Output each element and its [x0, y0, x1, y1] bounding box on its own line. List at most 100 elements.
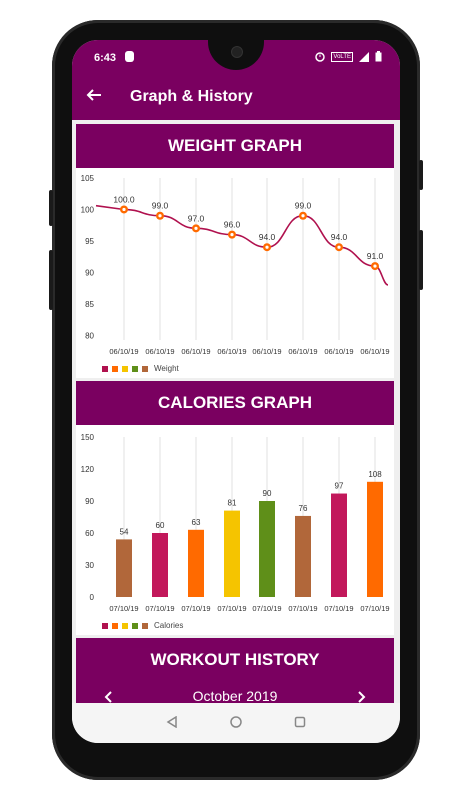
calories-card: CALORIES GRAPH 0 30 60 90 120 150 54 60 63 81 90 76…: [76, 381, 394, 635]
calories-data-label: 97: [335, 482, 344, 491]
next-month-button[interactable]: [358, 690, 366, 703]
calories-bar: [224, 510, 240, 597]
weight-data-label: 96.0: [224, 220, 241, 230]
back-button[interactable]: [86, 83, 102, 108]
scroll-content[interactable]: WEIGHT GRAPH 80 85 90 95 100 105 100.0 99.0 97.0…: [72, 120, 400, 703]
calories-data-label: 54: [120, 527, 129, 536]
weight-data-point-center: [122, 207, 126, 212]
calories-data-label: 63: [192, 518, 201, 527]
weight-series-line: [95, 204, 389, 286]
calories-legend: Calories: [102, 621, 183, 630]
battery-icon: [375, 51, 382, 62]
month-selector: October 2019: [76, 688, 394, 703]
nav-home-button[interactable]: [230, 715, 242, 731]
legend-swatch: [102, 365, 108, 372]
x-tick-label: 06/10/19: [217, 347, 246, 356]
calories-bar: [367, 481, 383, 597]
y-tick-label: 105: [81, 174, 95, 183]
legend-swatch: [112, 365, 118, 372]
calories-bar: [331, 493, 347, 597]
x-tick-label: 07/10/19: [252, 604, 281, 613]
nav-back-button[interactable]: [166, 715, 178, 731]
y-tick-label: 100: [81, 205, 95, 214]
weight-data-point-center: [337, 245, 341, 249]
legend-swatch: [122, 365, 128, 372]
x-tick-label: 07/10/19: [324, 604, 353, 613]
legend-swatch: [112, 622, 118, 629]
power-button: [419, 230, 423, 290]
alert-slider: [419, 160, 423, 190]
chevron-right-icon: [358, 691, 366, 703]
x-tick-label: 06/10/19: [360, 347, 389, 356]
volume-down-button: [49, 250, 53, 310]
weight-graph-title: WEIGHT GRAPH: [76, 124, 394, 168]
weight-card: WEIGHT GRAPH 80 85 90 95 100 105 100.0 99.0 97.0…: [76, 124, 394, 378]
weight-data-point-center: [265, 245, 269, 249]
x-tick-label: 06/10/19: [288, 347, 317, 356]
legend-swatch: [132, 622, 138, 629]
calories-bar: [152, 533, 168, 597]
month-label: October 2019: [192, 688, 278, 703]
weight-data-point-center: [301, 214, 305, 218]
circle-home-icon: [230, 716, 242, 728]
legend-swatch: [142, 622, 148, 629]
system-nav-bar: [72, 703, 400, 743]
calories-bar: [259, 501, 275, 597]
workout-history-card: WORKOUT HISTORY October 2019: [76, 638, 394, 703]
weight-data-label: 91.0: [367, 251, 384, 261]
x-tick-label: 06/10/19: [252, 347, 281, 356]
square-recents-icon: [294, 716, 306, 728]
volume-up-button: [49, 190, 53, 226]
calories-bar: [295, 515, 311, 597]
front-camera: [231, 46, 243, 58]
legend-swatch: [142, 365, 148, 372]
alarm-icon: [315, 51, 326, 62]
weight-data-point-center: [230, 233, 234, 237]
x-tick-label: 06/10/19: [145, 347, 174, 356]
legend-swatch: [102, 622, 108, 629]
y-tick-label: 0: [90, 593, 95, 602]
nav-recents-button[interactable]: [294, 715, 306, 731]
y-tick-label: 85: [85, 300, 94, 309]
x-tick-label: 07/10/19: [288, 604, 317, 613]
weight-data-label: 97.0: [188, 213, 205, 223]
legend-swatch: [122, 622, 128, 629]
weight-data-label: 94.0: [259, 232, 276, 242]
weight-legend-label: Weight: [154, 364, 179, 373]
signal-icon: [359, 51, 369, 62]
y-tick-label: 95: [85, 237, 94, 246]
app-bar: Graph & History: [72, 74, 400, 120]
triangle-back-icon: [166, 715, 177, 729]
page-title: Graph & History: [130, 88, 253, 105]
calories-data-label: 60: [156, 521, 165, 530]
calories-graph-title: CALORIES GRAPH: [76, 381, 394, 425]
weight-data-point-center: [373, 264, 377, 268]
arrow-left-icon: [86, 89, 101, 101]
weight-chart: 80 85 90 95 100 105 100.0 99.0 97.0 96.0 94.0 99.0 9…: [81, 174, 390, 356]
calories-data-label: 81: [228, 499, 237, 508]
y-tick-label: 30: [85, 561, 94, 570]
prev-month-button[interactable]: [104, 690, 112, 703]
x-tick-label: 07/10/19: [181, 604, 210, 613]
calories-data-label: 76: [299, 504, 308, 513]
x-tick-label: 07/10/19: [109, 604, 138, 613]
workout-history-title: WORKOUT HISTORY: [76, 638, 394, 682]
y-tick-label: 80: [85, 331, 94, 340]
x-tick-label: 07/10/19: [145, 604, 174, 613]
weight-data-label: 99.0: [152, 201, 169, 211]
y-tick-label: 90: [85, 268, 94, 277]
x-tick-label: 07/10/19: [360, 604, 389, 613]
x-tick-label: 06/10/19: [181, 347, 210, 356]
calories-data-label: 90: [263, 489, 272, 498]
weight-data-label: 94.0: [331, 232, 348, 242]
weight-data-point-center: [194, 226, 198, 230]
chevron-left-icon: [104, 691, 112, 703]
y-tick-label: 150: [81, 433, 95, 442]
calories-legend-label: Calories: [154, 621, 184, 630]
notification-icon: [125, 51, 134, 62]
weight-legend: Weight: [102, 364, 179, 373]
weight-data-label: 100.0: [113, 194, 135, 204]
x-tick-label: 06/10/19: [109, 347, 138, 356]
x-tick-label: 07/10/19: [217, 604, 246, 613]
screen: 6:43 VoLTE Graph & History WEIGHT GRAPH …: [72, 40, 400, 743]
